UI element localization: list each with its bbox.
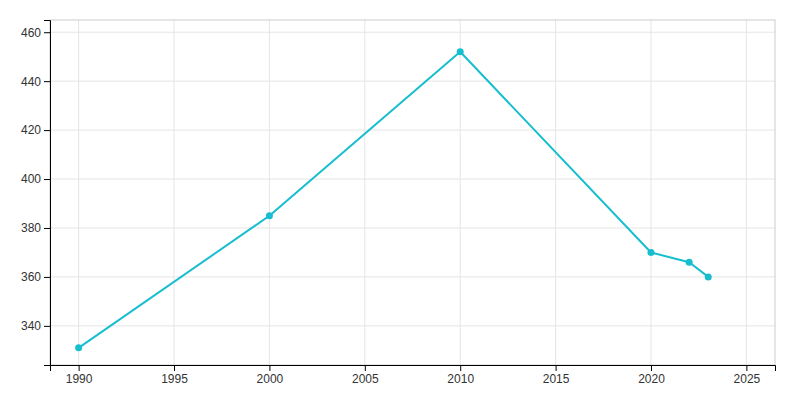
x-tick-mark <box>460 365 461 371</box>
x-tick-label: 2000 <box>257 372 284 386</box>
y-tick: 460 <box>21 26 50 40</box>
y-tick: 440 <box>21 75 50 89</box>
x-tick-mark <box>746 365 747 371</box>
grid-line-x <box>269 20 270 365</box>
y-tick-label: 340 <box>21 319 41 333</box>
line <box>79 52 709 348</box>
grid-line-x <box>78 20 79 365</box>
y-tick-mark <box>44 81 50 82</box>
x-tick-label: 1990 <box>66 372 93 386</box>
point <box>647 249 654 256</box>
x-tick-mark <box>174 365 175 371</box>
x-tick-mark <box>365 365 366 371</box>
grid-line-x <box>650 20 651 365</box>
grid-line-x <box>174 20 175 365</box>
grid-line-x <box>746 20 747 365</box>
x-tick-label: 2025 <box>734 372 761 386</box>
y-axis: 340 360 380 400 420 440 460 <box>21 21 51 366</box>
x-tick-mark <box>651 365 652 371</box>
point <box>75 344 82 351</box>
point <box>457 48 464 55</box>
plot-frame <box>50 20 775 365</box>
grid-line-y <box>50 130 775 131</box>
x-tick: 2005 <box>352 365 379 386</box>
plot: 1990 1995 2000 2005 2010 2015 2020 2025 340 360 38… <box>21 20 776 386</box>
x-tick-label: 2005 <box>352 372 379 386</box>
y-tick-mark <box>44 326 50 327</box>
x-tick: 1995 <box>161 365 188 386</box>
x-tick-mark <box>269 365 270 371</box>
x-tick: 2015 <box>543 365 570 386</box>
y-tick-mark <box>44 228 50 229</box>
y-tick-mark <box>44 179 50 180</box>
point <box>686 259 693 266</box>
y-tick-mark <box>44 130 50 131</box>
grid-line-y <box>50 81 775 82</box>
grid-line-x <box>364 20 365 365</box>
x-tick-label: 1995 <box>161 372 188 386</box>
x-tick: 2000 <box>257 365 284 386</box>
y-tick: 380 <box>21 221 50 235</box>
x-tick: 2025 <box>734 365 761 386</box>
point <box>705 273 712 280</box>
y-tick: 340 <box>21 319 50 333</box>
x-tick: 2020 <box>638 365 665 386</box>
x-tick-mark <box>556 365 557 371</box>
grid-line-y <box>50 325 775 326</box>
grid-line-y <box>50 32 775 33</box>
y-tick-label: 460 <box>21 26 41 40</box>
grid <box>50 20 775 365</box>
grid-line-y <box>50 276 775 277</box>
x-tick-label: 2010 <box>447 372 474 386</box>
x-tick-label: 2020 <box>638 372 665 386</box>
x-tick: 1990 <box>66 365 93 386</box>
y-tick: 420 <box>21 123 50 137</box>
grid-line-y <box>50 227 775 228</box>
x-axis: 1990 1995 2000 2005 2010 2015 2020 2025 <box>51 365 776 386</box>
y-tick-label: 420 <box>21 123 41 137</box>
marks <box>75 48 712 351</box>
x-axis-line <box>51 366 776 372</box>
x-tick-label: 2015 <box>543 372 570 386</box>
y-tick-mark <box>44 32 50 33</box>
point <box>266 212 273 219</box>
y-tick-label: 360 <box>21 270 41 284</box>
y-tick-label: 400 <box>21 172 41 186</box>
y-tick-mark <box>44 277 50 278</box>
grid-line-x <box>460 20 461 365</box>
y-axis-line <box>44 21 51 366</box>
y-tick: 400 <box>21 172 50 186</box>
y-tick: 360 <box>21 270 50 284</box>
grid-line-y <box>50 179 775 180</box>
x-tick-mark <box>79 365 80 371</box>
grid-line-x <box>555 20 556 365</box>
x-tick: 2010 <box>447 365 474 386</box>
chart: 1990 1995 2000 2005 2010 2015 2020 2025 340 360 38… <box>0 0 800 400</box>
y-tick-label: 380 <box>21 221 41 235</box>
y-tick-label: 440 <box>21 75 41 89</box>
